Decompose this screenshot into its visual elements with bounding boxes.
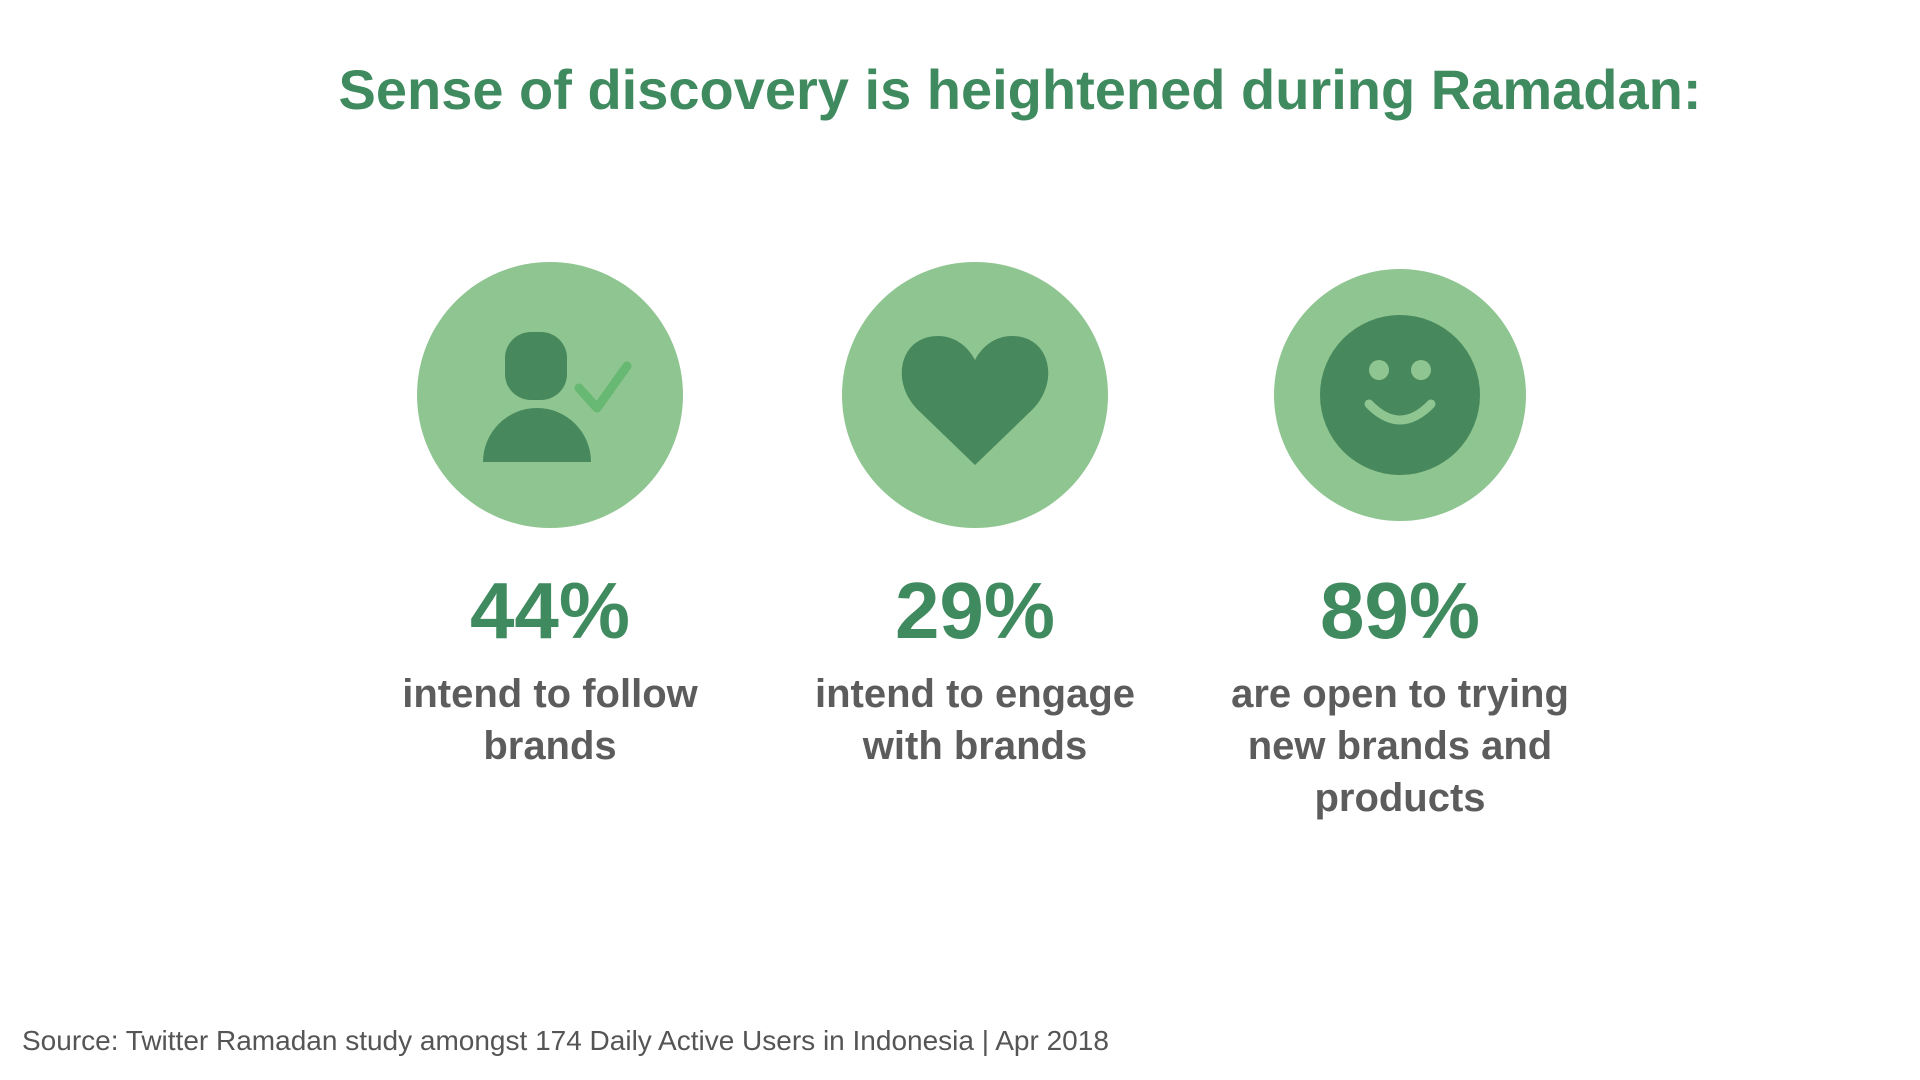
stat-icon-circle [1267, 262, 1533, 528]
stat-label: are open to trying new brands and produc… [1231, 672, 1569, 820]
stat-value: 44% [469, 566, 631, 655]
stat-follow-brands: 44% intend to follow brands [340, 262, 760, 772]
heart-icon [842, 262, 1108, 528]
stat-engage-brands: 29% intend to engage with brands [765, 262, 1185, 772]
chart-title: Sense of discovery is heightened during … [338, 58, 1702, 121]
stat-label: intend to engage with brands [815, 672, 1135, 768]
stat-try-new-brands: 89% are open to trying new brands and pr… [1190, 262, 1610, 824]
stat-icon-circle [417, 262, 683, 528]
stat-icon-circle [842, 262, 1108, 528]
stat-label: intend to follow brands [402, 672, 698, 768]
source-note: Source: Twitter Ramadan study amongst 17… [22, 1025, 1109, 1056]
smiley-face-icon [1274, 269, 1526, 521]
stat-value: 29% [894, 566, 1056, 655]
user-check-icon [417, 262, 683, 528]
stat-value: 89% [1319, 566, 1481, 655]
